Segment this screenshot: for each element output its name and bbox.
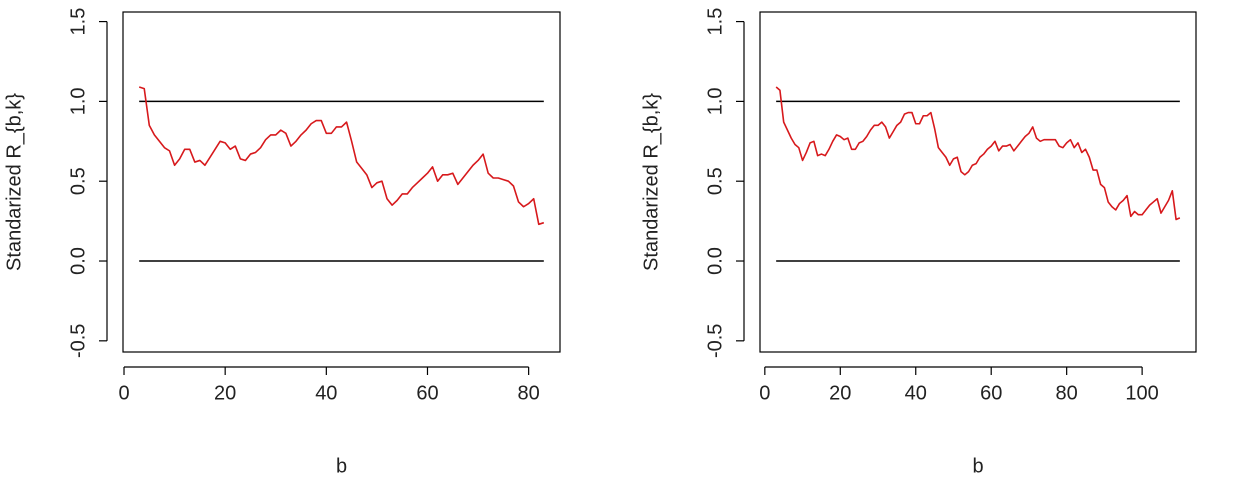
y-tick-label: 1.0 <box>67 87 89 115</box>
data-line <box>138 86 545 226</box>
x-tick-label: 40 <box>905 382 927 404</box>
x-tick-label: 40 <box>315 382 337 404</box>
y-tick-label: 0.5 <box>67 167 89 195</box>
y-tick-label: 0.0 <box>704 247 726 275</box>
x-tick-label: 80 <box>1056 382 1078 404</box>
y-tick-label: -0.5 <box>67 324 89 358</box>
x-tick-label: 20 <box>214 382 236 404</box>
x-tick-label: 80 <box>518 382 540 404</box>
y-tick-label: 0.5 <box>704 167 726 195</box>
x-tick-label: 60 <box>416 382 438 404</box>
x-tick-label: 20 <box>829 382 851 404</box>
y-axis-label: Standarized R_{b,k} <box>3 93 25 271</box>
x-axis-label: b <box>972 455 983 477</box>
x-tick-label: 100 <box>1125 382 1158 404</box>
x-tick-label: 0 <box>759 382 770 404</box>
x-axis-label: b <box>336 455 347 477</box>
plot-box <box>759 11 1197 353</box>
y-tick-label: 1.0 <box>704 87 726 115</box>
data-line <box>775 86 1181 221</box>
x-tick-label: 0 <box>118 382 129 404</box>
y-tick-label: 1.5 <box>67 8 89 36</box>
x-tick-label: 60 <box>980 382 1002 404</box>
y-tick-label: 1.5 <box>704 8 726 36</box>
y-tick-label: -0.5 <box>704 324 726 358</box>
y-tick-label: 0.0 <box>67 247 89 275</box>
y-axis-label: Standarized R_{b,k} <box>640 93 662 271</box>
plot-box <box>122 11 561 353</box>
